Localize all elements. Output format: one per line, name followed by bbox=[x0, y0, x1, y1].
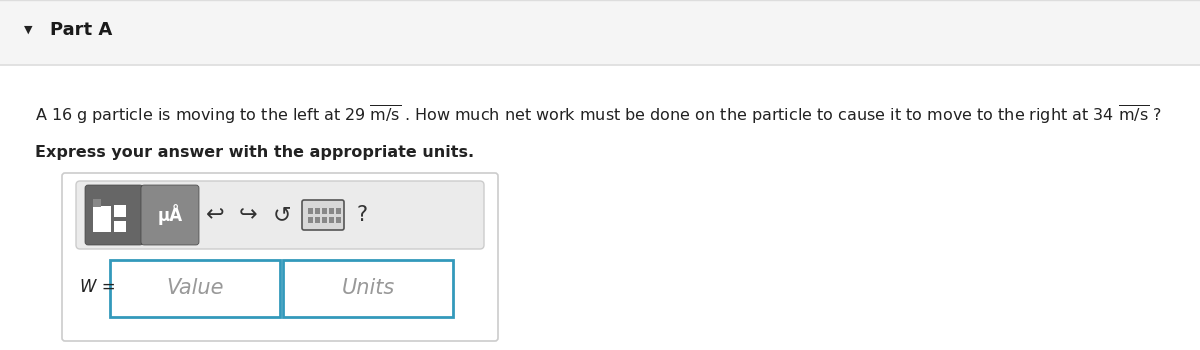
Text: Part A: Part A bbox=[50, 21, 113, 39]
Bar bbox=[314, 217, 320, 223]
FancyBboxPatch shape bbox=[302, 200, 344, 230]
FancyBboxPatch shape bbox=[62, 173, 498, 341]
Bar bbox=[94, 206, 112, 232]
Text: Express your answer with the appropriate units.: Express your answer with the appropriate… bbox=[35, 145, 474, 160]
Bar bbox=[329, 208, 334, 214]
Text: μÅ: μÅ bbox=[157, 204, 182, 225]
FancyBboxPatch shape bbox=[142, 185, 199, 245]
Bar bbox=[114, 221, 126, 232]
Bar bbox=[329, 217, 334, 223]
Text: ?: ? bbox=[356, 205, 367, 225]
Text: A 16 g particle is moving to the left at 29 $\overline{\mathrm{m/s}}$ . How much: A 16 g particle is moving to the left at… bbox=[35, 104, 1162, 126]
Bar bbox=[322, 217, 326, 223]
Bar bbox=[94, 199, 101, 207]
Bar bbox=[314, 208, 320, 214]
Text: Value: Value bbox=[167, 279, 223, 299]
Bar bbox=[336, 217, 341, 223]
Bar bbox=[283, 260, 454, 317]
Bar bbox=[322, 208, 326, 214]
Text: ↪: ↪ bbox=[239, 205, 257, 225]
Text: ▼: ▼ bbox=[24, 25, 32, 35]
Bar bbox=[308, 208, 313, 214]
Text: ↺: ↺ bbox=[272, 205, 292, 225]
Text: W =: W = bbox=[80, 278, 115, 296]
Text: Units: Units bbox=[341, 279, 395, 299]
Bar bbox=[114, 205, 126, 217]
Bar bbox=[0, 0, 1200, 65]
FancyBboxPatch shape bbox=[85, 185, 143, 245]
FancyBboxPatch shape bbox=[76, 181, 484, 249]
Bar bbox=[110, 260, 280, 317]
Bar bbox=[308, 217, 313, 223]
Bar bbox=[336, 208, 341, 214]
Text: ↩: ↩ bbox=[205, 205, 224, 225]
